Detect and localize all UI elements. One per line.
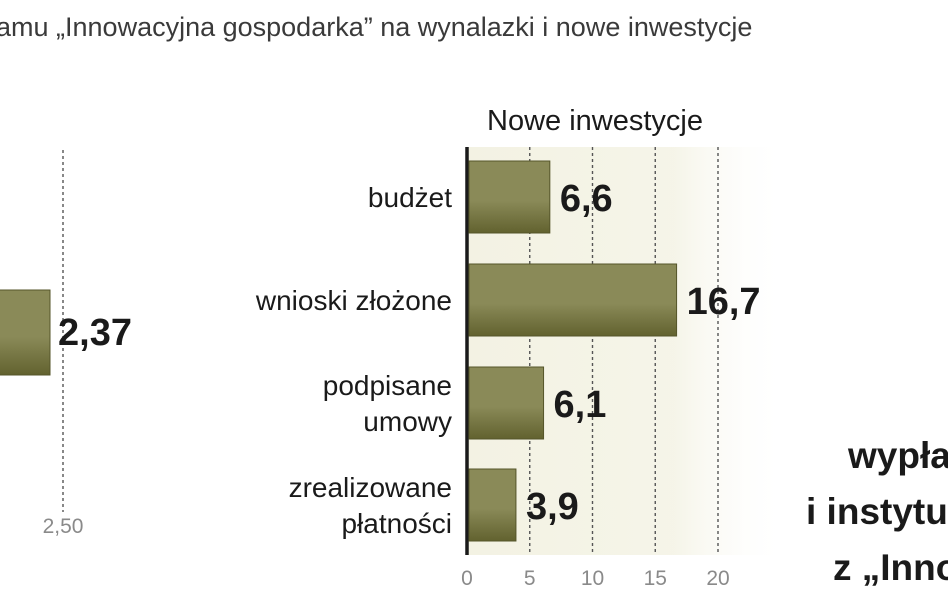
chart-title: Nowe inwestycje <box>487 105 703 137</box>
category-label-3-line-2: umowy <box>363 406 452 437</box>
x-tick-label-10: 10 <box>581 567 604 590</box>
side-text-line-1: wypła <box>847 435 948 476</box>
partial-value-label-1: 2,37 <box>58 312 132 354</box>
value-label-2: 16,7 <box>687 281 761 323</box>
category-label-4-line-1: zrealizowane <box>289 472 452 503</box>
value-label-4: 3,9 <box>526 486 579 528</box>
bar-1 <box>468 160 551 234</box>
x-tick-label-15: 15 <box>644 567 667 590</box>
value-label-3: 6,1 <box>554 384 607 426</box>
category-label-1: budżet <box>368 182 452 213</box>
side-text-line-2: i instytu <box>806 491 948 532</box>
category-label-4-line-2: płatności <box>341 508 452 539</box>
category-label-2: wnioski złożone <box>255 285 452 316</box>
bar-2 <box>468 263 678 337</box>
value-label-1: 6,6 <box>560 178 613 220</box>
bar-4 <box>468 468 517 542</box>
x-tick-label-5: 5 <box>524 567 536 590</box>
bar-3 <box>468 366 545 440</box>
side-text-line-3: z „Inno <box>833 547 948 588</box>
partial-x-tick-label: 2,50 <box>43 515 84 538</box>
x-tick-label-0: 0 <box>461 567 473 590</box>
partial-bar-1 <box>0 289 51 376</box>
cropped-title: amu „Innowacyjna gospodarka” na wynalazk… <box>0 12 752 42</box>
category-label-3-line-1: podpisane <box>323 370 452 401</box>
x-tick-label-20: 20 <box>706 567 729 590</box>
